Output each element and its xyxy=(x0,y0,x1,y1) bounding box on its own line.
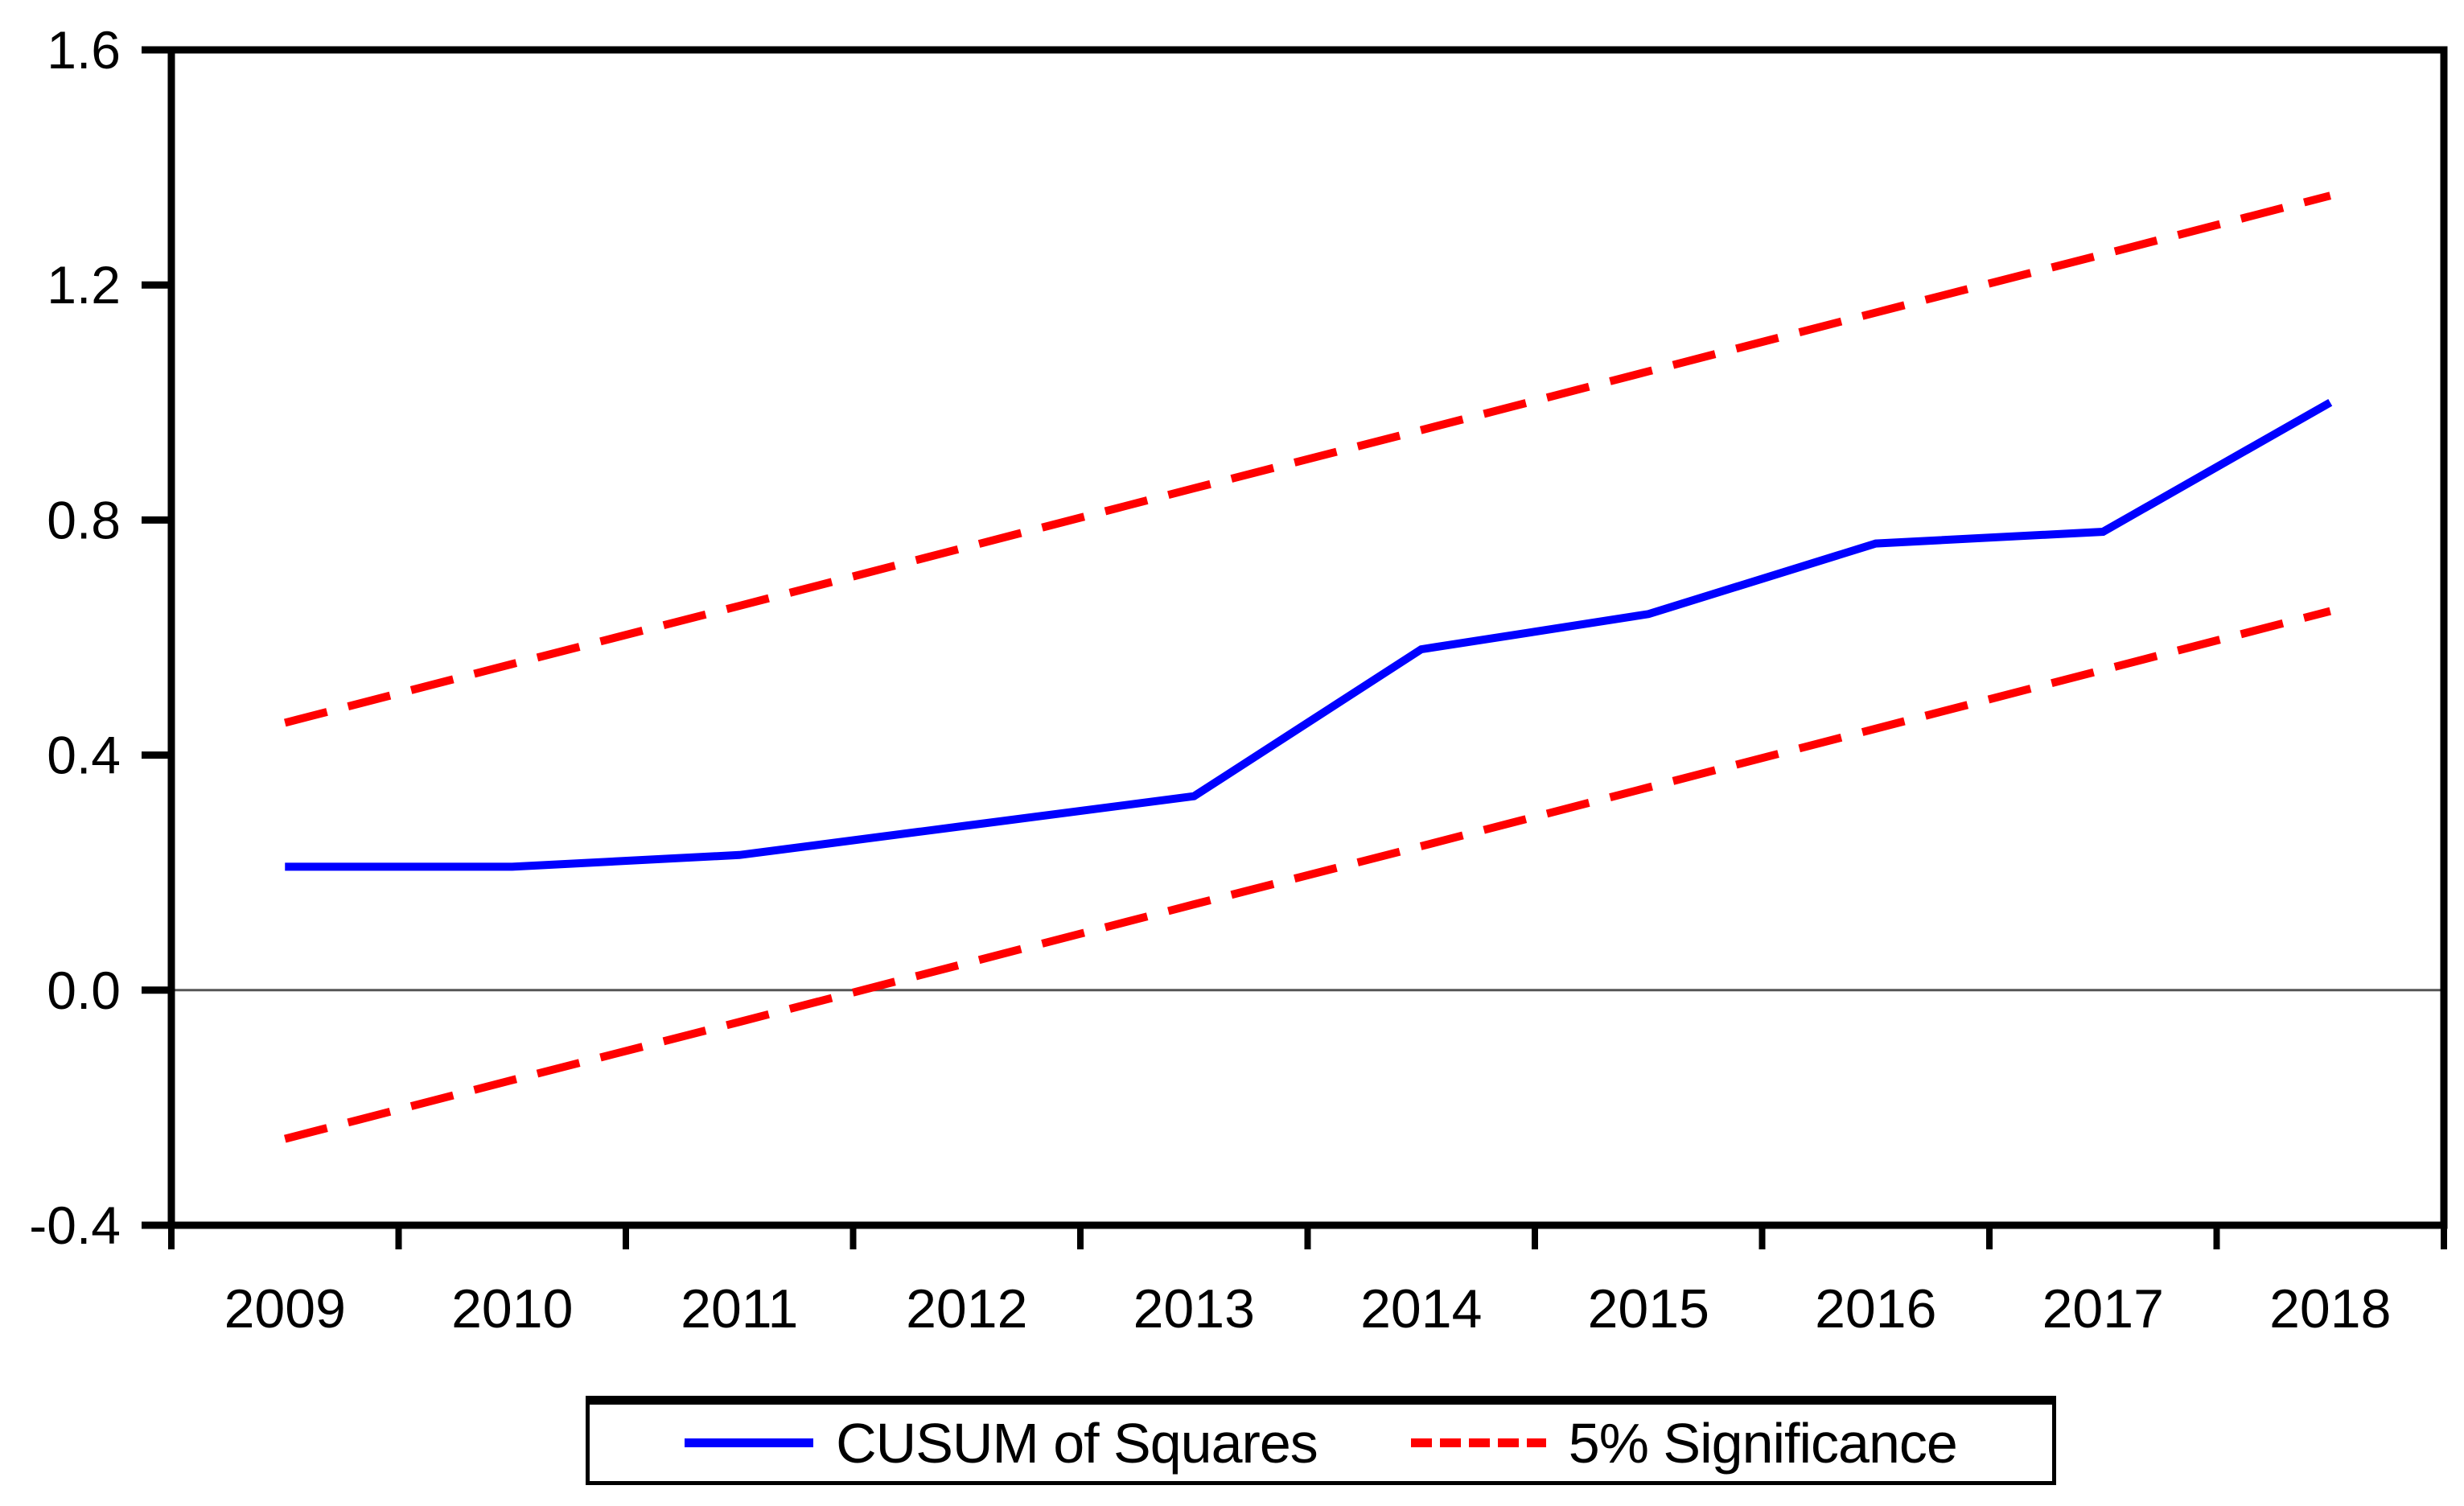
y-tick-label: -0.4 xyxy=(29,1195,121,1255)
y-tick-label: 1.2 xyxy=(47,255,121,315)
legend-item-significance: 5% Significance xyxy=(1410,1411,1958,1475)
x-tick-label: 2012 xyxy=(906,1278,1027,1339)
series-cusum-of-squares xyxy=(285,398,2333,871)
x-tick-label: 2010 xyxy=(451,1278,573,1339)
series-5-significance-lower-bound- xyxy=(283,607,2332,1143)
y-tick-label: 0.8 xyxy=(47,490,121,549)
x-tick-label: 2016 xyxy=(1815,1278,1936,1339)
x-tick-label: 2018 xyxy=(2269,1278,2391,1339)
y-tick-label: 1.6 xyxy=(47,20,121,80)
cusum-line-swatch xyxy=(685,1438,814,1447)
legend-item-cusum: CUSUM of Squares xyxy=(685,1411,1318,1475)
x-tick-label: 2011 xyxy=(681,1278,798,1339)
legend-label-cusum: CUSUM of Squares xyxy=(836,1411,1318,1475)
x-tick-label: 2015 xyxy=(1588,1278,1709,1339)
x-tick-label: 2013 xyxy=(1133,1278,1255,1339)
legend: CUSUM of Squares 5% Significance xyxy=(586,1396,2056,1485)
x-tick-label: 2017 xyxy=(2042,1278,2164,1339)
x-tick-label: 2014 xyxy=(1360,1278,1482,1339)
series-5-significance-upper-bound- xyxy=(283,191,2332,727)
y-tick-label: 0.4 xyxy=(47,726,121,785)
y-tick-label: 0.0 xyxy=(47,961,121,1020)
legend-label-significance: 5% Significance xyxy=(1568,1411,1958,1475)
plot-border xyxy=(167,46,2448,1229)
significance-line-swatch xyxy=(1410,1438,1546,1447)
x-tick-label: 2009 xyxy=(224,1278,346,1339)
